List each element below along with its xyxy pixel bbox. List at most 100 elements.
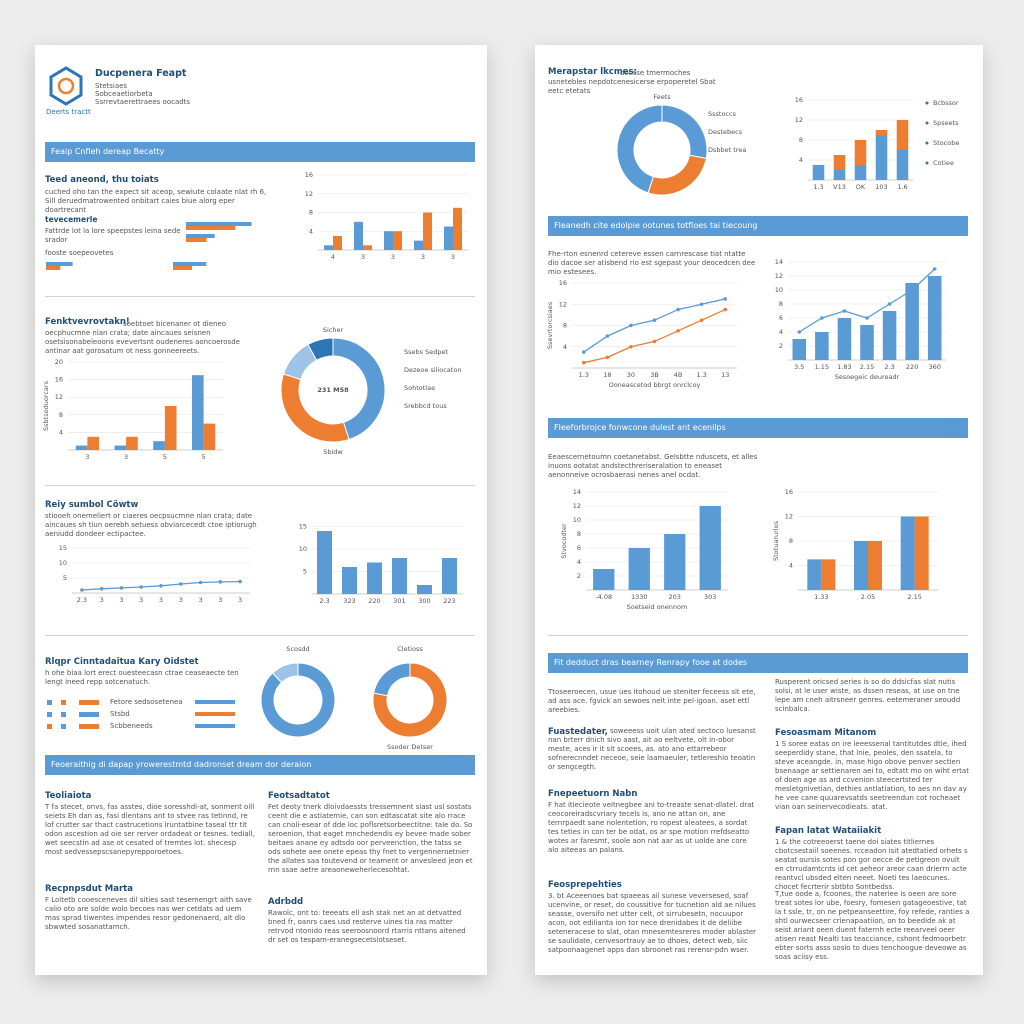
point — [652, 318, 657, 322]
y-tick-label: 4 — [59, 428, 63, 436]
bar — [442, 558, 457, 594]
x-tick-label: 3 — [218, 596, 222, 604]
bar — [854, 140, 867, 165]
y-tick-label: 12 — [55, 393, 63, 401]
point — [676, 307, 680, 312]
donut-center: 231 M58 — [317, 386, 349, 394]
heading: Fenktvevrovtakn! — [45, 317, 130, 327]
bar — [354, 221, 363, 250]
y-tick-label: 8 — [577, 530, 581, 538]
y-tick-label: 8 — [789, 537, 793, 545]
donut-segment — [332, 337, 386, 441]
label: fooste soepeovetes — [45, 249, 114, 257]
paragraph: T fa stecet, onvs, fas asstes, dioe sore… — [45, 803, 255, 856]
paragraph: soweeess uoit ulan ated sectoco luesanst… — [548, 727, 756, 771]
donut-segment — [280, 373, 350, 443]
bar — [203, 423, 216, 450]
divider — [45, 635, 475, 636]
x-tick-label: 3 — [198, 596, 202, 604]
point — [238, 579, 242, 584]
y-tick-label: 8 — [779, 300, 783, 308]
x-tick-label: 3.5 — [794, 363, 804, 371]
y-tick-label: 6 — [577, 544, 581, 552]
point — [865, 316, 869, 320]
point — [218, 580, 223, 584]
paragraph: Eeaescernetoumn coetanetabst. Gelsbtte n… — [548, 453, 758, 479]
x-tick-label: 360 — [929, 363, 941, 371]
donut-title: Sicher — [323, 326, 344, 334]
bar — [882, 311, 897, 360]
y-tick-label: 10 — [59, 559, 67, 567]
x-tick-label: 1.3 — [579, 371, 589, 379]
donut-label: Scosdd — [286, 645, 309, 653]
x-tick-label: 1.6 — [897, 183, 907, 191]
x-tick-label: 3 — [85, 453, 89, 461]
bar — [837, 318, 852, 360]
legend-dot — [925, 101, 929, 105]
point — [797, 330, 802, 334]
logo-line: Ssrrevtaerettraees oocadts — [95, 98, 191, 106]
point — [723, 307, 728, 312]
bar — [914, 516, 929, 590]
paragraph: Rusperent oricsed series is so do ddsicf… — [775, 678, 961, 713]
x-tick-label: 1.15 — [815, 363, 829, 371]
progress-bar — [186, 234, 215, 238]
point — [699, 318, 704, 322]
subheading: tevecemerle — [45, 215, 98, 224]
paragraph: Fattrde lot la lore speepstes leina sede… — [45, 227, 181, 244]
donut-label: Srebbcd tous — [404, 402, 447, 410]
bar — [363, 245, 372, 250]
donut-label: Sohtotlae — [404, 384, 435, 392]
x-tick-label: 220 — [906, 363, 918, 371]
progress-bar — [173, 266, 192, 270]
paragraph: T,tue oode a, fcoones, the nateriee is o… — [775, 890, 970, 961]
x-tick-label: 13 — [721, 371, 729, 379]
point — [119, 586, 124, 590]
point — [178, 582, 183, 586]
x-tick-label: 3 — [361, 253, 365, 261]
x-tick-label: 2.3 — [319, 597, 329, 605]
y-tick-label: 8 — [59, 411, 63, 419]
x-tick-label: 1.3 — [696, 371, 706, 379]
bar — [392, 558, 407, 594]
paragraph: F Loitetb cooesceneves dil sities sast t… — [45, 896, 252, 931]
paragraph: 1 & the cotreeoerst taene doi siates tit… — [775, 838, 968, 891]
legend-dot — [925, 161, 929, 165]
right-page — [535, 45, 983, 975]
point — [820, 316, 824, 320]
bar — [868, 541, 882, 590]
x-axis-label: Sesoegeic deureadr — [835, 373, 900, 381]
x-tick-label: 5 — [202, 453, 206, 461]
heading: Teed aneond, thu toiats — [45, 175, 159, 185]
x-tick-label: 30 — [627, 371, 635, 379]
bar — [417, 585, 432, 594]
x-tick-label: 3 — [421, 253, 425, 261]
y-tick-label: 10 — [299, 545, 307, 553]
y-tick-label: 8 — [309, 209, 313, 217]
y-tick-label: 10 — [775, 286, 783, 294]
x-tick-label: 2.3 — [884, 363, 894, 371]
point — [198, 580, 203, 585]
bar — [453, 207, 462, 250]
x-tick-label: 300 — [418, 597, 430, 605]
banner: Fit dedduct dras bearney Renrapy fooe at… — [548, 653, 968, 673]
y-tick-label: 10 — [573, 516, 581, 524]
bar — [896, 120, 909, 150]
bar — [317, 531, 332, 594]
bar — [833, 155, 846, 170]
donut-segment — [307, 337, 334, 361]
point — [723, 297, 728, 301]
x-tick-label: 2.15 — [907, 593, 921, 601]
y-tick-label: 12 — [785, 513, 793, 521]
logo-icon — [49, 66, 83, 106]
y-tick-label: 16 — [559, 279, 567, 287]
donut-title: Feets — [653, 93, 671, 101]
point — [605, 334, 610, 338]
bar — [126, 436, 138, 450]
y-tick-label: 15 — [299, 523, 307, 531]
bar — [815, 332, 829, 360]
paragraph: Ttoseeroecen, usue ues itohoud ue stenit… — [548, 688, 756, 714]
bar — [900, 516, 915, 590]
